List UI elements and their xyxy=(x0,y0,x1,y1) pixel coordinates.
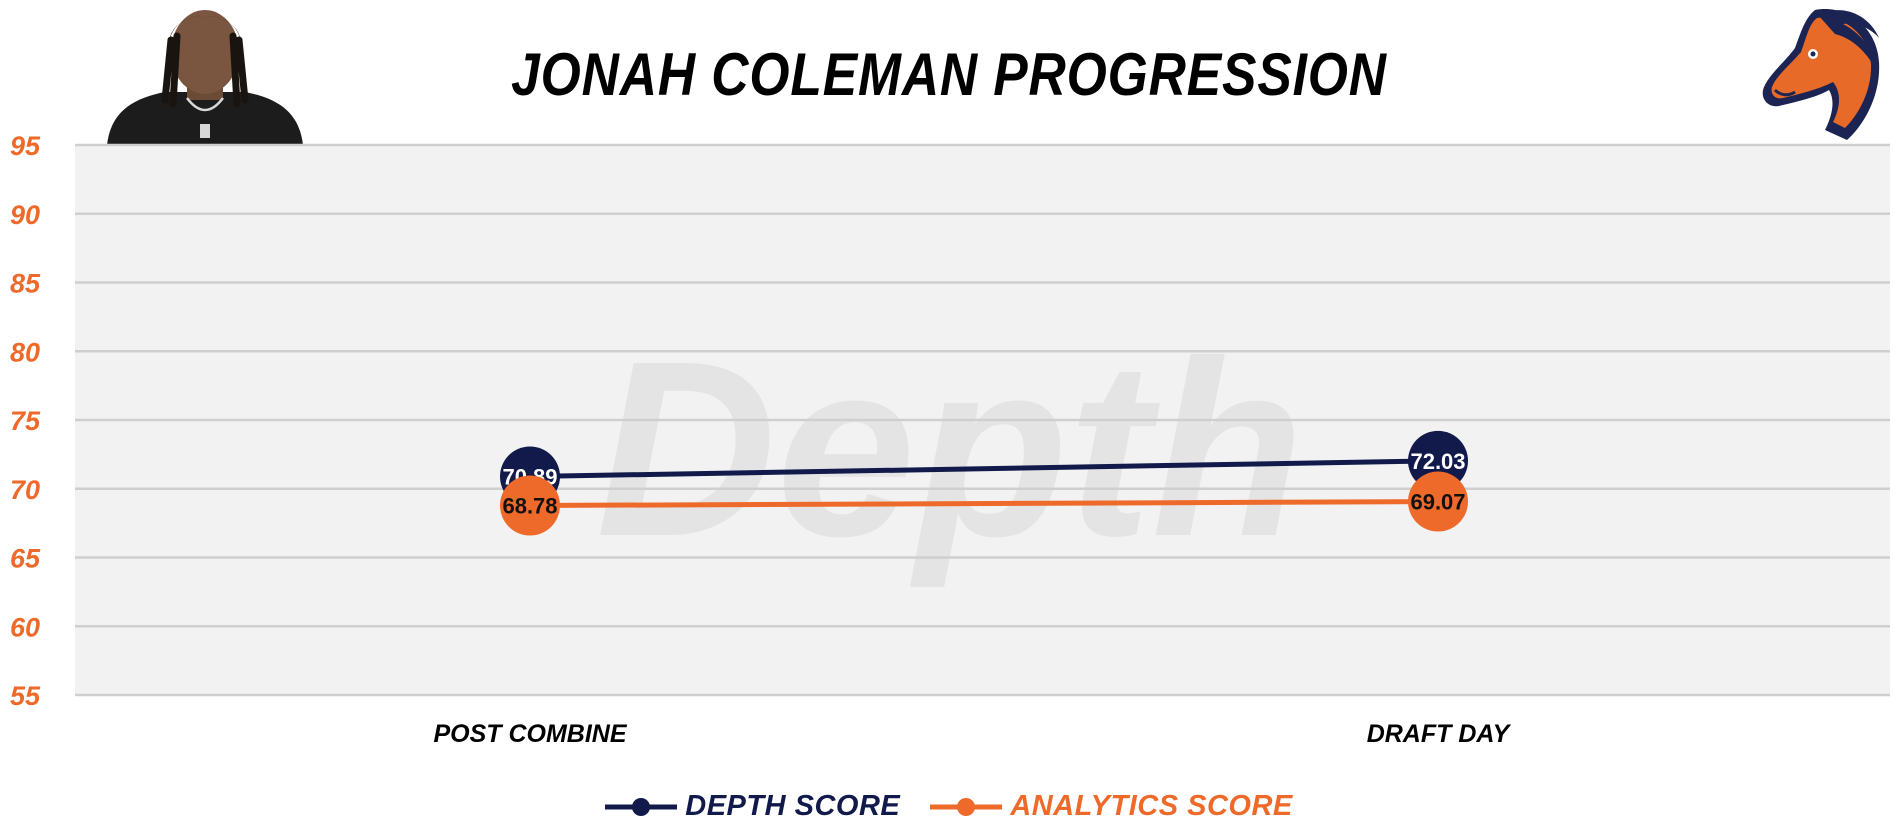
chart-legend: DEPTH SCORE ANALYTICS SCORE xyxy=(0,790,1898,823)
y-tick-label: 90 xyxy=(10,200,40,230)
series-line xyxy=(529,499,1439,509)
series-line xyxy=(529,458,1439,480)
data-label: 68.78 xyxy=(502,494,557,519)
y-tick-label: 60 xyxy=(10,612,40,642)
player-headshot xyxy=(107,10,303,145)
y-tick-label: 95 xyxy=(10,131,41,161)
y-tick-label: 70 xyxy=(10,475,40,505)
y-tick-label: 80 xyxy=(10,337,40,367)
x-tick-label: POST COMBINE xyxy=(433,720,627,748)
data-point xyxy=(500,475,560,536)
data-label: 72.03 xyxy=(1410,449,1465,474)
y-tick-label: 75 xyxy=(10,406,41,436)
data-label: 69.07 xyxy=(1410,490,1465,515)
legend-label-analytics-score: ANALYTICS SCORE xyxy=(1010,790,1293,822)
data-point xyxy=(1408,471,1468,532)
y-tick-label: 55 xyxy=(10,681,41,711)
y-tick-label: 65 xyxy=(10,544,41,574)
legend-marker-analytics-score xyxy=(930,797,1003,816)
y-tick-label: 85 xyxy=(10,269,41,299)
legend-item-analytics-score: ANALYTICS SCORE xyxy=(930,790,1292,823)
x-tick-label: DRAFT DAY xyxy=(1367,720,1512,748)
legend-marker-depth-score xyxy=(605,797,678,816)
watermark-text: Depth xyxy=(596,309,1304,588)
horse-head-logo xyxy=(1762,9,1880,141)
legend-label-depth-score: DEPTH SCORE xyxy=(685,790,901,822)
legend-item-depth-score: DEPTH SCORE xyxy=(605,790,900,823)
chart-title: JONAH COLEMAN PROGRESSION xyxy=(511,41,1387,108)
